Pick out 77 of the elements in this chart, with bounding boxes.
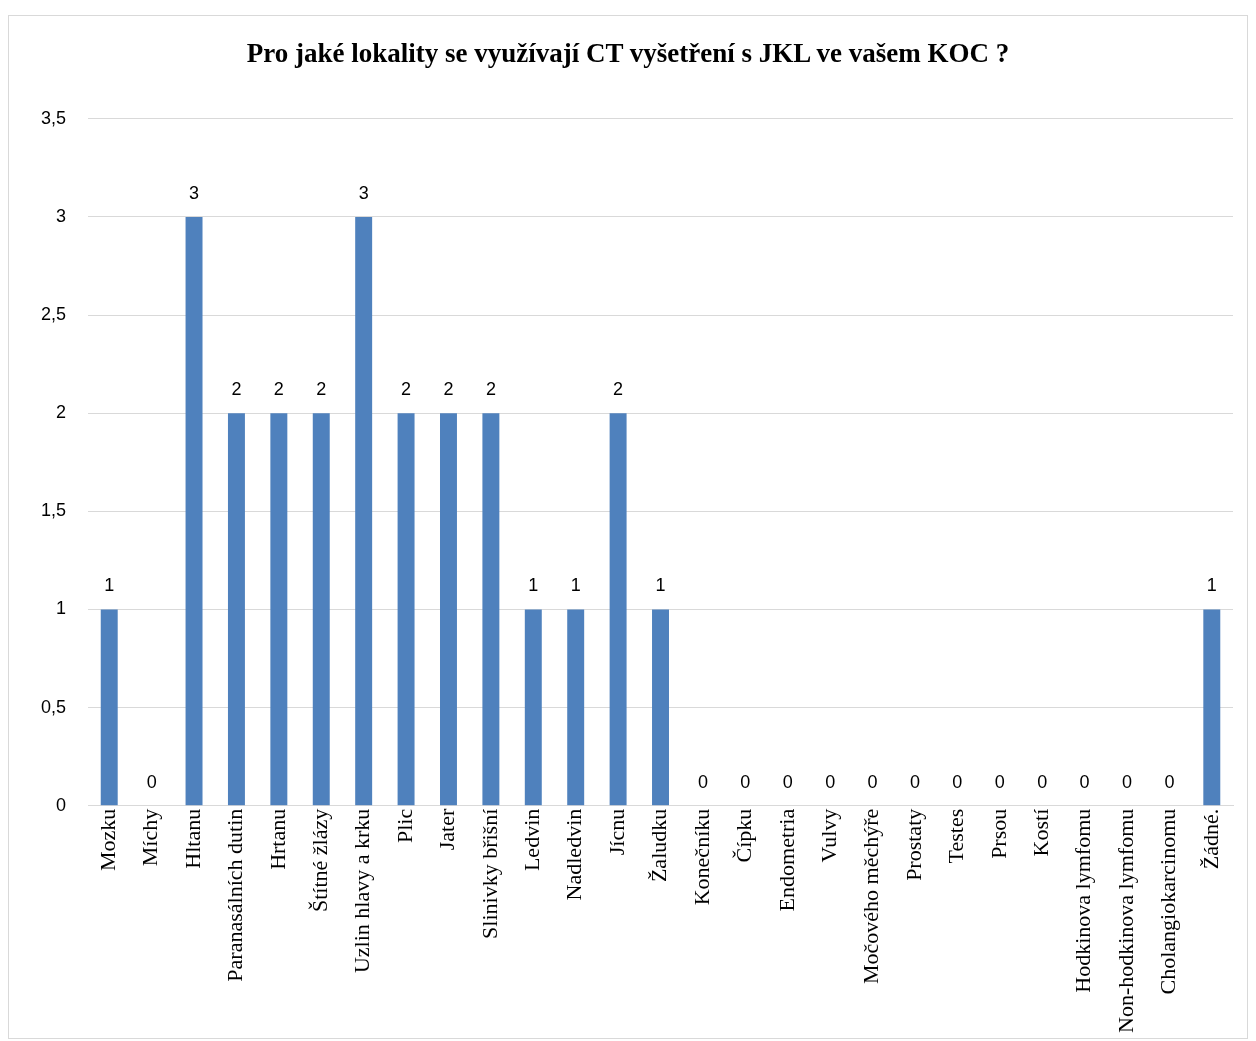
x-tick-label: Ledvin — [519, 808, 545, 872]
bar — [482, 413, 500, 806]
data-label: 0 — [1079, 771, 1090, 792]
data-label: 0 — [994, 771, 1005, 792]
data-label: 1 — [104, 575, 115, 596]
data-label: 1 — [528, 575, 539, 596]
data-label: 0 — [1037, 771, 1048, 792]
x-tick-label: Jater — [434, 808, 460, 851]
data-label: 1 — [1206, 575, 1217, 596]
data-label: 1 — [655, 575, 666, 596]
bar — [524, 609, 542, 806]
data-label: 3 — [358, 182, 369, 203]
data-label: 0 — [952, 771, 963, 792]
y-tick-label: 0 — [56, 794, 67, 815]
data-label: 0 — [867, 771, 878, 792]
bar — [270, 413, 288, 806]
x-tick-label: Testes — [943, 808, 969, 864]
x-tick-label: Kostí — [1027, 808, 1053, 857]
x-tick-label: Hltanu — [179, 808, 205, 869]
data-label: 0 — [1164, 771, 1175, 792]
data-label: 0 — [146, 771, 157, 792]
x-tick-label: Cholangiokarcinomu — [1155, 808, 1181, 995]
x-tick-label: Hodkinova lymfomu — [1070, 808, 1096, 993]
data-label: 2 — [613, 379, 624, 400]
x-tick-label: Žádné. — [1197, 808, 1223, 870]
bar — [397, 413, 415, 806]
y-tick-label: 3 — [56, 205, 67, 226]
y-tick-label: 2 — [56, 402, 67, 423]
x-tick-label: Non-hodkinova lymfomu — [1112, 808, 1138, 1034]
bar — [227, 413, 245, 806]
chart-title: Pro jaké lokality se využívají CT vyšetření s JKL ve vašem KOC ? — [245, 38, 1011, 69]
x-tick-label: Slinivky břišní — [476, 808, 502, 939]
x-tick-label: Močového měchýře — [858, 808, 884, 985]
x-tick-label: Čípku — [731, 808, 757, 863]
x-tick-label: Žaludku — [646, 808, 672, 883]
data-label: 0 — [825, 771, 836, 792]
data-label: 0 — [697, 771, 708, 792]
bar — [609, 413, 627, 806]
data-label: 2 — [231, 379, 242, 400]
x-tick-label: Mozku — [95, 808, 121, 872]
data-label: 2 — [401, 379, 412, 400]
y-tick-label: 1,5 — [40, 500, 67, 521]
bar — [567, 609, 585, 806]
y-tick-label: 3,5 — [40, 107, 67, 128]
x-tick-label: Konečníku — [688, 808, 714, 906]
data-label: 3 — [189, 182, 200, 203]
data-label: 2 — [443, 379, 454, 400]
data-label: 1 — [570, 575, 581, 596]
x-tick-label: Paranasálních dutin — [222, 808, 248, 982]
y-tick-label: 2,5 — [40, 304, 67, 325]
x-tick-label: Uzlin hlavy a krku — [349, 808, 375, 974]
data-label: 0 — [782, 771, 793, 792]
x-tick-label: Prostaty — [900, 808, 926, 881]
y-tick-label: 0,5 — [40, 696, 67, 717]
x-tick-label: Plic — [391, 808, 417, 843]
y-tick-label: 1 — [56, 598, 67, 619]
bar — [1203, 609, 1221, 806]
bar — [100, 609, 118, 806]
data-label: 0 — [909, 771, 920, 792]
bar — [355, 216, 373, 806]
data-label: 2 — [485, 379, 496, 400]
bar — [312, 413, 330, 806]
x-tick-label: Štítné žlázy — [307, 808, 333, 912]
x-tick-label: Prsou — [985, 808, 1011, 859]
data-label: 0 — [740, 771, 751, 792]
bar — [440, 413, 457, 806]
data-label: 0 — [1121, 771, 1132, 792]
data-label: 2 — [316, 379, 327, 400]
bar — [652, 609, 669, 806]
x-tick-label: Míchy — [137, 808, 163, 867]
x-tick-label: Jícnu — [603, 808, 629, 856]
data-label: 2 — [273, 379, 284, 400]
x-tick-label: Nadledvin — [561, 808, 587, 901]
x-tick-label: Hrtanu — [264, 808, 290, 870]
x-tick-label: Vulvy — [815, 808, 841, 863]
bar — [185, 216, 203, 806]
x-tick-label: Endometria — [773, 808, 799, 912]
